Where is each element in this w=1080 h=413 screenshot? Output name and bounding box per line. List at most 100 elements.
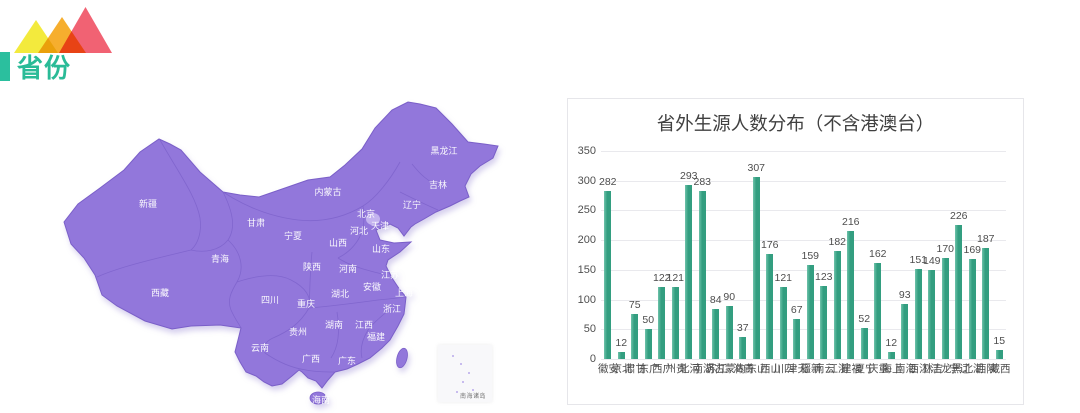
map-label-province: 福建 [367, 331, 385, 342]
y-axis-tick-label: 0 [589, 353, 596, 365]
bar-value-label: 15 [993, 335, 1006, 348]
map-label-province: 黑龙江 [430, 145, 457, 156]
x-axis-label: 天津 [785, 363, 809, 375]
map-label-province: 陕西 [303, 261, 321, 272]
gridline [601, 359, 1006, 360]
bar-山东 [752, 176, 760, 359]
x-axis-label: 吉林 [920, 363, 944, 375]
x-axis-label: 山东 [745, 363, 768, 375]
map-label-province: 吉林 [429, 179, 447, 190]
map-label-province: 重庆 [297, 298, 315, 309]
map-label-province: 上海 [395, 287, 413, 298]
bar-宁夏 [860, 328, 868, 359]
map-label-province: 辽宁 [403, 199, 421, 210]
x-axis-label: 四川 [772, 363, 795, 375]
x-axis-label: 江苏 [704, 363, 728, 375]
bar-湖北 [968, 258, 976, 359]
x-axis-label: 福建 [839, 363, 863, 375]
bar-上海 [887, 351, 895, 359]
bar-value-label: 283 [693, 175, 712, 188]
china-map: 黑龙江 吉林 辽宁 内蒙古 北京 天津 河北 山西 山东 宁夏 甘肃 青海 新疆 西藏 陕西 河南 江苏 安徽 上海… [60, 100, 500, 410]
bar-value-label: 90 [723, 290, 736, 303]
bar-新疆 [806, 264, 814, 359]
bar-福建 [847, 230, 855, 359]
map-label-province: 广西 [302, 353, 320, 364]
bar-value-label: 121 [666, 272, 685, 285]
bar-value-label: 159 [801, 249, 820, 262]
x-axis-label: 贵州 [664, 363, 687, 375]
y-axis-tick-label: 350 [577, 145, 596, 157]
taiwan-island [396, 347, 408, 369]
gridline [601, 180, 1006, 182]
bar-海南 [901, 303, 909, 359]
x-axis-label: 云南 [812, 363, 836, 375]
y-axis-tick-label: 200 [577, 234, 596, 247]
map-label-province: 四川 [261, 295, 279, 305]
bar-value-label: 169 [963, 243, 982, 256]
bar-广西 [658, 286, 666, 359]
bar-value-label: 151 [909, 254, 928, 267]
x-axis-label: 广西 [650, 363, 674, 375]
x-axis-label: 青海 [731, 363, 755, 375]
x-axis-label: 河北 [677, 363, 701, 375]
bar-北京 [617, 351, 625, 359]
gridline [601, 329, 1006, 331]
bar-value-label: 123 [814, 270, 833, 283]
x-axis-label: 宁夏 [853, 363, 876, 375]
bar-内蒙古 [725, 305, 733, 359]
y-axis-tick-label: 50 [583, 323, 596, 336]
bar-value-label: 93 [898, 288, 911, 301]
bar-value-label: 307 [747, 161, 766, 174]
gridline [601, 210, 1006, 212]
bar-chart-plot: 0 50 100 150 200 250 300 350 282 安徽 12 北京 75 甘肃 50 广东 12… [578, 145, 1011, 375]
bar-value-label: 282 [598, 176, 617, 189]
bar-value-label: 216 [841, 215, 860, 228]
x-axis-label: 海南 [893, 363, 917, 375]
bar-西藏 [995, 350, 1003, 359]
hainan-island [309, 391, 327, 405]
bar-云南 [820, 285, 828, 359]
x-axis-label: 西藏 [988, 363, 1011, 375]
page-title: 省份 [17, 53, 72, 83]
x-axis-label: 上海 [880, 363, 903, 375]
bar-value-label: 187 [976, 232, 995, 245]
x-axis-label: 黑龙江 [929, 363, 962, 375]
bar-青海 [739, 337, 747, 359]
map-label-province: 山西 [329, 238, 347, 248]
inset-label: 南海诸岛 [459, 394, 486, 400]
x-axis-label: 新疆 [799, 363, 822, 375]
y-axis-tick-label: 300 [577, 174, 596, 187]
y-axis-tick-label: 100 [577, 293, 596, 306]
map-label-province: 江苏 [381, 269, 399, 280]
gridline [601, 151, 1006, 152]
map-label-province: 新疆 [139, 198, 157, 209]
bar-value-label: 67 [790, 304, 803, 317]
bar-辽宁 [955, 224, 963, 359]
bar-value-label: 84 [709, 294, 722, 307]
bar-安徽 [604, 191, 612, 359]
bar-湖南 [698, 190, 706, 359]
map-label-province: 江西 [355, 320, 373, 330]
bar-value-label: 121 [774, 272, 793, 285]
bar-value-label: 170 [936, 242, 955, 255]
map-label-province: 山东 [372, 243, 390, 254]
bar-吉林 [928, 270, 936, 359]
bar-贵州 [671, 287, 679, 359]
gridline [601, 299, 1006, 301]
map-label-province: 河南 [339, 263, 357, 274]
bar-江苏 [712, 309, 720, 359]
map-label-province: 贵州 [289, 326, 307, 337]
bar-value-label: 75 [628, 299, 641, 312]
gridline [601, 240, 1006, 242]
map-label-province: 湖南 [325, 319, 343, 330]
bar-陕西 [982, 247, 990, 359]
map-label-province: 青海 [211, 253, 229, 264]
x-axis-label: 辽宁 [947, 363, 971, 375]
map-label-province: 云南 [251, 342, 269, 353]
x-axis-label: 江西 [907, 363, 930, 375]
map-label-province: 甘肃 [247, 217, 265, 228]
bar-value-label: 176 [760, 239, 779, 252]
chart-title: 省外生源人数分布（不含港澳台） [656, 113, 935, 134]
map-label-province: 宁夏 [284, 230, 302, 241]
